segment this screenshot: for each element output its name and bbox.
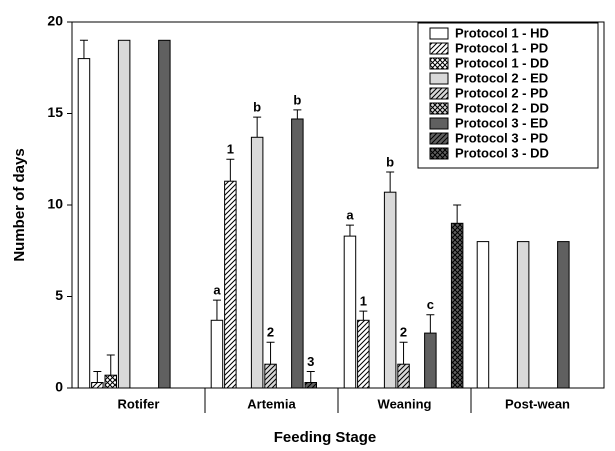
legend-label: Protocol 2 - PD	[455, 85, 548, 100]
annotation: 3	[307, 354, 314, 369]
x-tick-label: Rotifer	[118, 396, 160, 411]
annotation: b	[253, 100, 261, 115]
y-tick-label: 10	[47, 196, 63, 212]
annotation: b	[293, 92, 301, 107]
annotation: a	[213, 283, 221, 298]
annotation: 2	[400, 325, 407, 340]
legend-swatch	[429, 132, 449, 145]
legend-label: Protocol 1 - PD	[455, 40, 548, 55]
x-tick-label: Post-wean	[505, 396, 570, 411]
bar	[104, 374, 117, 389]
x-tick-label: Weaning	[378, 396, 432, 411]
error-bar	[345, 224, 354, 237]
legend-swatch	[429, 87, 449, 100]
error-bar	[293, 109, 302, 119]
bar	[304, 382, 317, 389]
x-tick-label: Artemia	[247, 396, 296, 411]
bar	[450, 222, 464, 389]
bar	[557, 241, 570, 389]
bar	[291, 118, 304, 389]
error-bar	[453, 204, 462, 224]
bar	[357, 319, 370, 389]
annotation: a	[346, 208, 354, 223]
bar	[476, 241, 490, 389]
legend-label: Protocol 3 - PD	[455, 130, 548, 145]
error-bar	[93, 371, 102, 383]
annotation: 1	[227, 142, 234, 157]
bar	[224, 180, 237, 389]
bar	[424, 332, 437, 389]
y-axis-title: Number of days	[11, 148, 28, 261]
legend-label: Protocol 2 - DD	[455, 100, 549, 115]
legend-label: Protocol 3 - DD	[455, 145, 549, 160]
annotation: b	[386, 154, 394, 169]
error-bar	[212, 299, 221, 321]
bar	[383, 191, 397, 389]
legend-label: Protocol 1 - HD	[455, 25, 549, 40]
error-bar	[386, 171, 395, 193]
error-bar	[266, 341, 275, 365]
legend-swatch	[429, 42, 449, 55]
y-tick-label: 15	[47, 104, 63, 120]
y-tick-label: 5	[55, 287, 63, 303]
legend-swatch	[429, 27, 449, 40]
legend-swatch	[429, 147, 449, 160]
bar	[397, 363, 410, 389]
legend-label: Protocol 1 - DD	[455, 55, 549, 70]
bar	[343, 235, 357, 389]
annotation: c	[427, 297, 434, 312]
bar	[264, 363, 277, 389]
y-tick-label: 0	[55, 379, 63, 395]
error-bar	[426, 314, 435, 334]
legend-swatch	[429, 57, 449, 70]
annotation: 1	[360, 294, 367, 309]
y-tick-label: 20	[47, 13, 63, 29]
error-bar	[306, 371, 315, 383]
x-axis-title: Feeding Stage	[274, 429, 377, 446]
bar	[250, 136, 264, 389]
legend-swatch	[429, 72, 449, 85]
legend-label: Protocol 2 - ED	[455, 70, 548, 85]
error-bar	[253, 116, 262, 138]
legend-swatch	[429, 102, 449, 115]
bar	[158, 39, 171, 389]
error-bar	[79, 39, 88, 59]
bar	[117, 39, 131, 389]
annotation: 2	[267, 325, 274, 340]
error-bar	[106, 354, 115, 376]
legend-label: Protocol 3 - ED	[455, 115, 548, 130]
error-bar	[399, 341, 408, 365]
bar	[77, 58, 91, 389]
bar	[210, 319, 224, 389]
error-bar	[226, 158, 235, 182]
legend-swatch	[429, 117, 449, 130]
error-bar	[359, 310, 368, 321]
bar	[91, 382, 104, 389]
bar	[516, 241, 530, 389]
